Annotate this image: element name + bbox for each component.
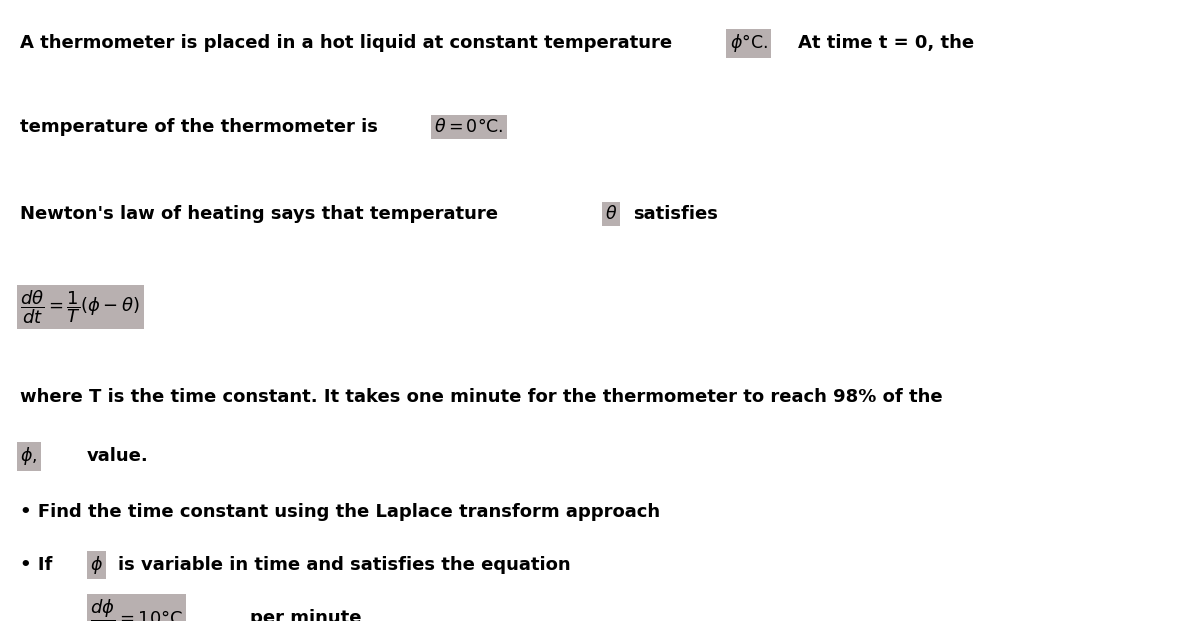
Text: $\phi,$: $\phi,$ [20, 445, 37, 468]
Text: At time t = 0, the: At time t = 0, the [798, 35, 974, 52]
Text: satisfies: satisfies [634, 206, 719, 223]
Text: per minute: per minute [250, 609, 361, 621]
Text: A thermometer is placed in a hot liquid at constant temperature: A thermometer is placed in a hot liquid … [20, 35, 672, 52]
Text: Newton's law of heating says that temperature: Newton's law of heating says that temper… [20, 206, 498, 223]
Text: • If: • If [20, 556, 53, 574]
Text: temperature of the thermometer is: temperature of the thermometer is [20, 119, 378, 136]
Text: $\dfrac{d\phi}{dt} = 10$°C: $\dfrac{d\phi}{dt} = 10$°C [90, 597, 184, 621]
Text: $\phi$: $\phi$ [90, 554, 103, 576]
Text: $\phi$°C.: $\phi$°C. [730, 32, 768, 55]
Text: is variable in time and satisfies the equation: is variable in time and satisfies the eq… [118, 556, 570, 574]
Text: $\dfrac{d\theta}{dt} = \dfrac{1}{T}(\phi - \theta)$: $\dfrac{d\theta}{dt} = \dfrac{1}{T}(\phi… [20, 289, 140, 326]
Text: $\theta = 0$°C.: $\theta = 0$°C. [434, 119, 504, 136]
Text: • Find the time constant using the Laplace transform approach: • Find the time constant using the Lapla… [20, 504, 660, 521]
Text: value.: value. [86, 448, 148, 465]
Text: where T is the time constant. It takes one minute for the thermometer to reach 9: where T is the time constant. It takes o… [20, 389, 943, 406]
Text: $\theta$: $\theta$ [605, 206, 617, 223]
